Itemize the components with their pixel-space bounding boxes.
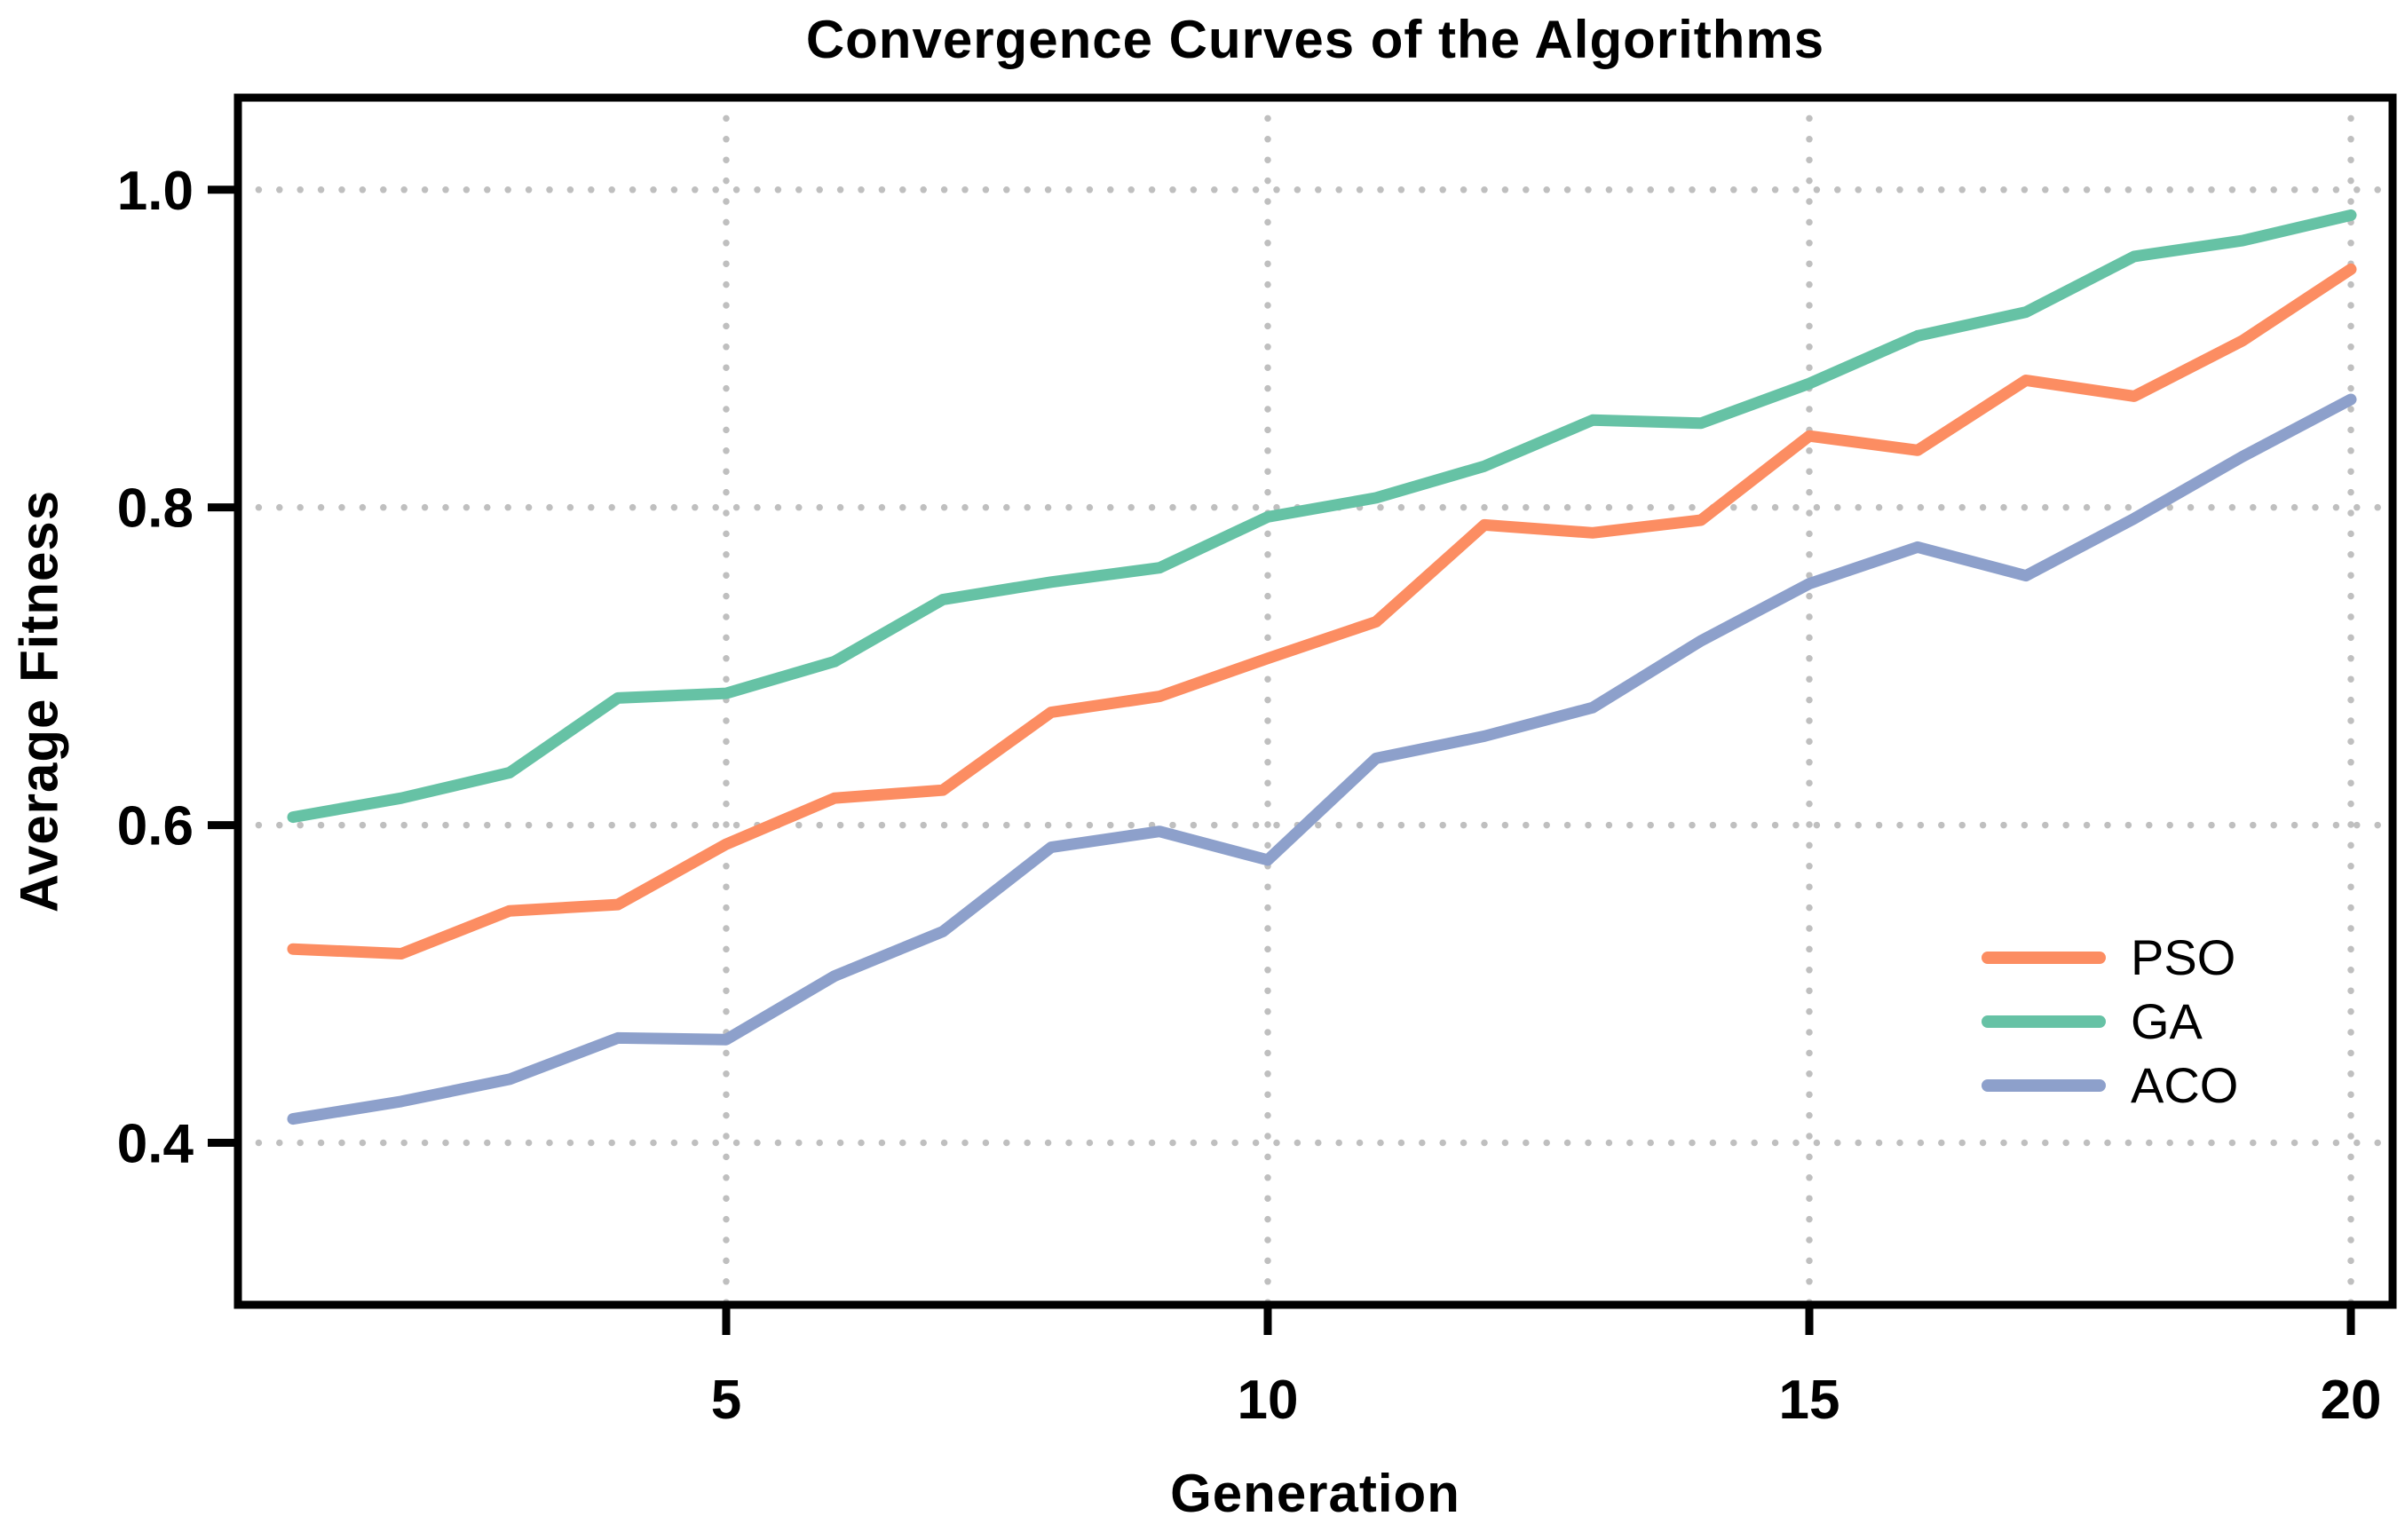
legend-label-pso: PSO (2131, 929, 2236, 985)
legend-label-aco: ACO (2131, 1057, 2239, 1113)
plot-border (233, 93, 2397, 1309)
y-tick-label: 1.0 (117, 161, 194, 222)
legend-item-pso: PSO (1982, 932, 2238, 983)
series-line-ga (287, 209, 2357, 824)
x-tick-label: 15 (1779, 1370, 1840, 1431)
x-tick-label: 10 (1238, 1370, 1299, 1431)
x-axis-title: Generation (1170, 1464, 1460, 1523)
x-tick-label: 5 (711, 1370, 741, 1431)
y-tick-label: 0.6 (117, 796, 194, 857)
legend: PSO GA ACO (1982, 932, 2238, 1124)
legend-item-aco: ACO (1982, 1060, 2238, 1111)
chart-title: Convergence Curves of the Algorithms (805, 10, 1825, 69)
y-tick-label: 0.8 (117, 478, 194, 540)
ga-line-swatch (1982, 1015, 2106, 1028)
legend-item-ga: GA (1982, 996, 2238, 1047)
x-tick-label: 20 (2321, 1370, 2382, 1431)
y-tick-label: 0.4 (117, 1113, 194, 1174)
aco-line-swatch (1982, 1079, 2106, 1092)
series-line-pso (287, 263, 2357, 960)
legend-label-ga: GA (2131, 993, 2203, 1049)
series-line-aco (287, 393, 2357, 1125)
pso-line-swatch (1982, 952, 2106, 964)
